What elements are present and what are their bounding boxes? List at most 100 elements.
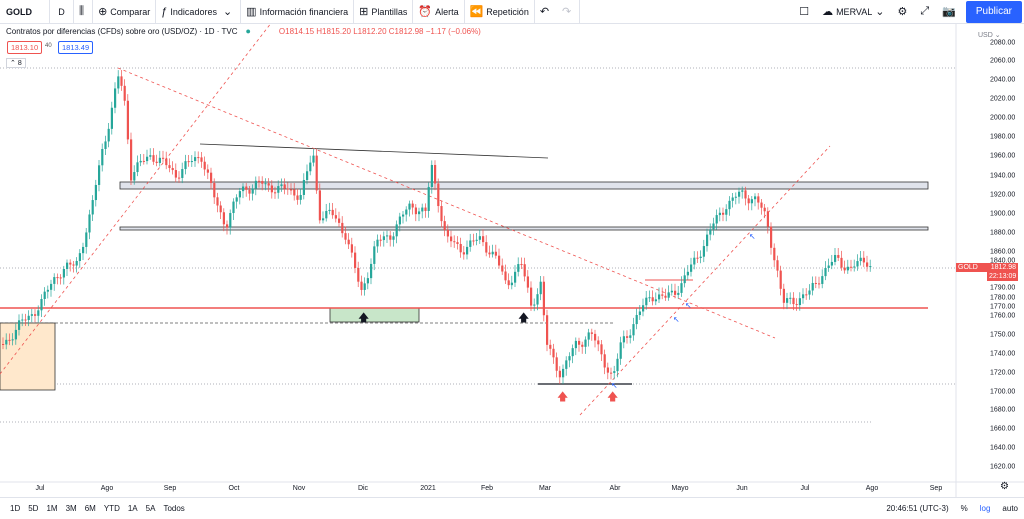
- candle-body: [501, 265, 504, 272]
- camera-icon: 📷: [942, 6, 956, 18]
- candle-body: [34, 314, 37, 316]
- candle-body: [488, 252, 491, 255]
- candle-body: [654, 299, 657, 302]
- price-tick-label: 1840.00: [990, 258, 1015, 265]
- up-arrow-marker: 🡅: [557, 390, 568, 403]
- redo-button[interactable]: ↷: [557, 0, 581, 24]
- candle-body: [670, 290, 673, 293]
- range-button[interactable]: 1D: [10, 504, 21, 513]
- candle-body: [37, 310, 40, 316]
- symbol-search[interactable]: GOLD: [0, 0, 50, 24]
- gear-icon: ⚙: [897, 6, 908, 18]
- candle-body: [616, 358, 619, 372]
- time-tick-label: Dic: [358, 485, 369, 492]
- range-button[interactable]: 6M: [84, 504, 96, 513]
- chevron-down-icon: ⌄: [875, 6, 885, 18]
- candle-body: [126, 100, 129, 140]
- expand-button[interactable]: ⤢: [915, 0, 937, 24]
- candle-body: [178, 177, 181, 179]
- log-toggle[interactable]: log: [979, 504, 991, 513]
- chart-bars-icon: ▥: [246, 6, 257, 18]
- time-tick-label: Sep: [164, 485, 177, 492]
- range-button[interactable]: 5D: [28, 504, 39, 513]
- range-button[interactable]: YTD: [103, 504, 120, 513]
- candle-body: [370, 263, 373, 279]
- candle-body: [456, 242, 459, 244]
- fullscreen-toggle[interactable]: ☐: [794, 0, 817, 24]
- price-tick-label: 1860.00: [990, 249, 1015, 256]
- bid-price[interactable]: 1813.10: [7, 41, 43, 54]
- candle-body: [600, 344, 603, 355]
- templates-button[interactable]: ⊞ Plantillas: [354, 0, 414, 24]
- undo-icon: ↶: [539, 6, 550, 18]
- candle-body: [18, 320, 21, 330]
- alert-label: Alerta: [435, 6, 459, 17]
- candle-body: [523, 264, 526, 277]
- candle-body: [286, 188, 289, 190]
- indicators-button[interactable]: ƒ Indicadores ⌄: [156, 0, 242, 24]
- alert-button[interactable]: ⏰ Alerta: [413, 0, 465, 24]
- candle-body: [533, 304, 536, 306]
- percent-toggle[interactable]: %: [960, 504, 968, 513]
- range-button[interactable]: Todos: [163, 504, 185, 513]
- chart-type-button[interactable]: ⫼: [74, 0, 94, 24]
- price-chart[interactable]: 🡅 🡅 🡅 🡅 ↖ ↖ ↖ ↖ 2080.00 2060.00 2040.00 202…: [0, 24, 1024, 497]
- time-tick-label: Oct: [229, 485, 240, 492]
- candle-body: [526, 276, 529, 288]
- candle-body: [290, 189, 293, 191]
- time-tick-label: Feb: [481, 485, 493, 492]
- candle-body: [808, 290, 811, 295]
- candle-body: [405, 209, 408, 215]
- candle-body: [270, 185, 273, 193]
- candle-body: [638, 311, 641, 315]
- candle-body: [846, 266, 849, 271]
- candle-body: [347, 239, 350, 245]
- range-button[interactable]: 5A: [145, 504, 156, 513]
- financials-button[interactable]: ▥ Información financiera: [241, 0, 355, 24]
- publish-button[interactable]: Publicar: [965, 0, 1022, 23]
- candle-body: [402, 214, 405, 217]
- price-tick-label: 1940.00: [990, 173, 1015, 180]
- compare-button[interactable]: ⊕ Comparar: [93, 0, 157, 24]
- candle-body: [254, 180, 257, 189]
- candle-body: [741, 190, 744, 192]
- price-tick-label: 1620.00: [990, 464, 1015, 471]
- candle-body: [766, 211, 769, 227]
- current-price: 1812.98: [990, 264, 1016, 271]
- settings-button[interactable]: ⚙: [892, 0, 915, 24]
- candle-body: [187, 161, 190, 163]
- candle-body: [203, 161, 206, 170]
- blue-arrow-marker: ↖: [673, 315, 680, 324]
- current-symbol: GOLD: [958, 264, 978, 271]
- instrument-title[interactable]: Contratos por diferencias (CFDs) sobre o…: [6, 26, 238, 36]
- candle-body: [869, 266, 872, 268]
- layout-button[interactable]: ☁ MERVAL ⌄: [817, 0, 892, 24]
- candle-body: [520, 264, 523, 266]
- price-tick-label: 2040.00: [990, 77, 1015, 84]
- candle-body: [210, 172, 213, 184]
- candle-body: [360, 281, 363, 290]
- up-arrow-marker: 🡅: [518, 311, 529, 324]
- alarm-clock-icon: ⏰: [418, 6, 433, 18]
- candle-body: [821, 276, 824, 284]
- interval-button[interactable]: D: [50, 0, 74, 24]
- candle-body: [485, 242, 488, 253]
- auto-toggle[interactable]: auto: [1002, 504, 1018, 513]
- indicators-collapse[interactable]: ⌃ 8: [6, 58, 26, 68]
- candle-body: [706, 234, 709, 247]
- range-button[interactable]: 3M: [65, 504, 77, 513]
- replay-button[interactable]: ⏪ Repetición: [465, 0, 535, 24]
- snapshot-button[interactable]: 📷: [937, 0, 964, 24]
- market-status-icon: ●: [245, 26, 251, 36]
- candle-body: [619, 342, 622, 359]
- candle-body: [72, 264, 75, 266]
- clock[interactable]: 20:46:51 (UTC-3): [886, 504, 949, 513]
- candle-body: [421, 207, 424, 212]
- ask-price[interactable]: 1813.49: [58, 41, 94, 54]
- undo-button[interactable]: ↶: [535, 0, 557, 24]
- settings-gear-icon[interactable]: ⚙: [1000, 481, 1009, 492]
- candle-body: [440, 206, 443, 222]
- currency-label[interactable]: USD ⌄: [978, 32, 1001, 39]
- range-button[interactable]: 1M: [46, 504, 58, 513]
- range-button[interactable]: 1A: [127, 504, 138, 513]
